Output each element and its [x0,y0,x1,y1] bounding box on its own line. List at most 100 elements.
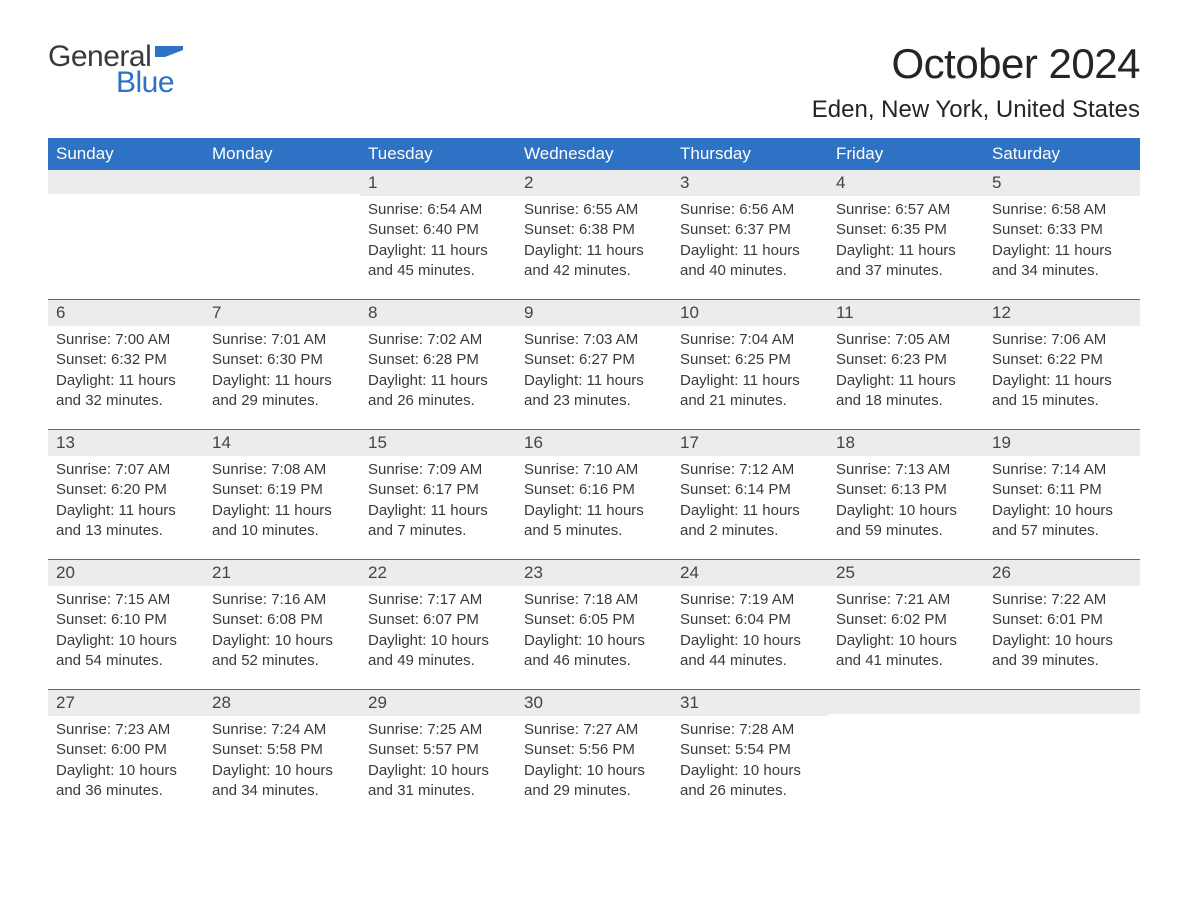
sunrise-line: Sunrise: 6:58 AM [992,200,1132,220]
daylight-line: Daylight: 11 hours and 15 minutes. [992,371,1132,412]
day-details: Sunrise: 7:15 AMSunset: 6:10 PMDaylight:… [48,586,204,671]
sunset-line: Sunset: 6:07 PM [368,610,508,630]
day-details: Sunrise: 7:24 AMSunset: 5:58 PMDaylight:… [204,716,360,801]
day-number: 17 [672,430,828,456]
day-number: 19 [984,430,1140,456]
day-number: 25 [828,560,984,586]
day-number: 18 [828,430,984,456]
daylight-line: Daylight: 10 hours and 31 minutes. [368,761,508,802]
sunrise-line: Sunrise: 7:01 AM [212,330,352,350]
day-details: Sunrise: 7:16 AMSunset: 6:08 PMDaylight:… [204,586,360,671]
day-cell: 15Sunrise: 7:09 AMSunset: 6:17 PMDayligh… [360,430,516,541]
sunrise-line: Sunrise: 7:16 AM [212,590,352,610]
daylight-line: Daylight: 10 hours and 29 minutes. [524,761,664,802]
day-details: Sunrise: 6:55 AMSunset: 6:38 PMDaylight:… [516,196,672,281]
day-number [984,690,1140,714]
day-details: Sunrise: 7:05 AMSunset: 6:23 PMDaylight:… [828,326,984,411]
day-number: 4 [828,170,984,196]
day-cell [48,170,204,281]
sunrise-line: Sunrise: 6:56 AM [680,200,820,220]
sunrise-line: Sunrise: 7:23 AM [56,720,196,740]
day-cell: 1Sunrise: 6:54 AMSunset: 6:40 PMDaylight… [360,170,516,281]
day-number: 21 [204,560,360,586]
daylight-line: Daylight: 11 hours and 10 minutes. [212,501,352,542]
day-number: 11 [828,300,984,326]
daylight-line: Daylight: 10 hours and 39 minutes. [992,631,1132,672]
day-cell: 12Sunrise: 7:06 AMSunset: 6:22 PMDayligh… [984,300,1140,411]
sunrise-line: Sunrise: 7:18 AM [524,590,664,610]
daylight-line: Daylight: 11 hours and 7 minutes. [368,501,508,542]
daylight-line: Daylight: 10 hours and 34 minutes. [212,761,352,802]
week-row: 1Sunrise: 6:54 AMSunset: 6:40 PMDaylight… [48,170,1140,281]
sunrise-line: Sunrise: 7:00 AM [56,330,196,350]
day-cell: 2Sunrise: 6:55 AMSunset: 6:38 PMDaylight… [516,170,672,281]
daylight-line: Daylight: 10 hours and 49 minutes. [368,631,508,672]
sunrise-line: Sunrise: 7:21 AM [836,590,976,610]
day-details: Sunrise: 7:03 AMSunset: 6:27 PMDaylight:… [516,326,672,411]
day-number: 16 [516,430,672,456]
sunset-line: Sunset: 6:35 PM [836,220,976,240]
day-cell: 26Sunrise: 7:22 AMSunset: 6:01 PMDayligh… [984,560,1140,671]
daylight-line: Daylight: 10 hours and 36 minutes. [56,761,196,802]
day-details: Sunrise: 7:08 AMSunset: 6:19 PMDaylight:… [204,456,360,541]
daylight-line: Daylight: 11 hours and 34 minutes. [992,241,1132,282]
day-details: Sunrise: 7:18 AMSunset: 6:05 PMDaylight:… [516,586,672,671]
day-number: 27 [48,690,204,716]
day-details [204,194,360,198]
day-number [204,170,360,194]
day-details: Sunrise: 7:19 AMSunset: 6:04 PMDaylight:… [672,586,828,671]
sunrise-line: Sunrise: 7:28 AM [680,720,820,740]
daylight-line: Daylight: 11 hours and 29 minutes. [212,371,352,412]
sunrise-line: Sunrise: 6:55 AM [524,200,664,220]
sunset-line: Sunset: 6:23 PM [836,350,976,370]
day-details: Sunrise: 7:12 AMSunset: 6:14 PMDaylight:… [672,456,828,541]
day-details [828,714,984,718]
day-details: Sunrise: 7:21 AMSunset: 6:02 PMDaylight:… [828,586,984,671]
day-cell: 9Sunrise: 7:03 AMSunset: 6:27 PMDaylight… [516,300,672,411]
day-number: 22 [360,560,516,586]
sunrise-line: Sunrise: 7:17 AM [368,590,508,610]
day-number: 5 [984,170,1140,196]
day-number: 26 [984,560,1140,586]
day-cell: 13Sunrise: 7:07 AMSunset: 6:20 PMDayligh… [48,430,204,541]
daylight-line: Daylight: 11 hours and 13 minutes. [56,501,196,542]
sunset-line: Sunset: 5:56 PM [524,740,664,760]
week-row: 6Sunrise: 7:00 AMSunset: 6:32 PMDaylight… [48,299,1140,411]
day-details: Sunrise: 7:22 AMSunset: 6:01 PMDaylight:… [984,586,1140,671]
sunset-line: Sunset: 6:01 PM [992,610,1132,630]
sunset-line: Sunset: 6:40 PM [368,220,508,240]
day-cell: 20Sunrise: 7:15 AMSunset: 6:10 PMDayligh… [48,560,204,671]
sunset-line: Sunset: 6:27 PM [524,350,664,370]
sunrise-line: Sunrise: 6:54 AM [368,200,508,220]
daylight-line: Daylight: 11 hours and 23 minutes. [524,371,664,412]
day-cell: 24Sunrise: 7:19 AMSunset: 6:04 PMDayligh… [672,560,828,671]
day-details: Sunrise: 7:06 AMSunset: 6:22 PMDaylight:… [984,326,1140,411]
day-cell: 14Sunrise: 7:08 AMSunset: 6:19 PMDayligh… [204,430,360,541]
day-cell: 19Sunrise: 7:14 AMSunset: 6:11 PMDayligh… [984,430,1140,541]
day-number: 29 [360,690,516,716]
day-number: 7 [204,300,360,326]
day-number: 14 [204,430,360,456]
day-details: Sunrise: 7:28 AMSunset: 5:54 PMDaylight:… [672,716,828,801]
day-cell: 8Sunrise: 7:02 AMSunset: 6:28 PMDaylight… [360,300,516,411]
day-details: Sunrise: 7:23 AMSunset: 6:00 PMDaylight:… [48,716,204,801]
sunset-line: Sunset: 6:38 PM [524,220,664,240]
daylight-line: Daylight: 10 hours and 59 minutes. [836,501,976,542]
sunset-line: Sunset: 6:00 PM [56,740,196,760]
day-details: Sunrise: 6:54 AMSunset: 6:40 PMDaylight:… [360,196,516,281]
day-cell: 28Sunrise: 7:24 AMSunset: 5:58 PMDayligh… [204,690,360,801]
day-details: Sunrise: 6:57 AMSunset: 6:35 PMDaylight:… [828,196,984,281]
sunrise-line: Sunrise: 7:24 AM [212,720,352,740]
day-number: 12 [984,300,1140,326]
daylight-line: Daylight: 10 hours and 52 minutes. [212,631,352,672]
day-number: 24 [672,560,828,586]
day-details: Sunrise: 7:07 AMSunset: 6:20 PMDaylight:… [48,456,204,541]
day-number: 9 [516,300,672,326]
day-cell: 10Sunrise: 7:04 AMSunset: 6:25 PMDayligh… [672,300,828,411]
weekday-wednesday: Wednesday [516,138,672,170]
day-number: 15 [360,430,516,456]
sunrise-line: Sunrise: 7:12 AM [680,460,820,480]
day-cell: 3Sunrise: 6:56 AMSunset: 6:37 PMDaylight… [672,170,828,281]
day-details: Sunrise: 7:00 AMSunset: 6:32 PMDaylight:… [48,326,204,411]
day-cell: 22 Sunrise: 7:17 AMSunset: 6:07 PMDayligh… [360,560,516,671]
